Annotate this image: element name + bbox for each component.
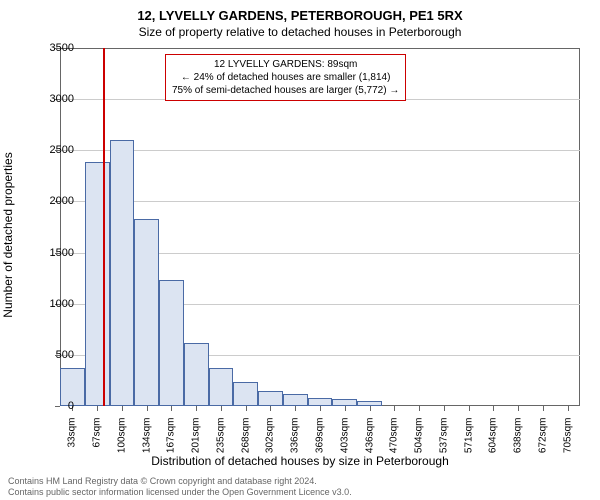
xtick-mark xyxy=(147,406,148,411)
xtick-label: 100sqm xyxy=(116,418,127,468)
info-box-line3: 75% of semi-detached houses are larger (… xyxy=(172,84,399,97)
footer-attribution: Contains HM Land Registry data © Crown c… xyxy=(8,476,352,498)
xtick-label: 672sqm xyxy=(537,418,548,468)
xtick-label: 403sqm xyxy=(339,418,350,468)
xtick-mark xyxy=(122,406,123,411)
xtick-mark xyxy=(493,406,494,411)
xtick-label: 33sqm xyxy=(67,418,78,468)
histogram-bar xyxy=(159,280,184,406)
histogram-bar xyxy=(134,219,159,406)
xtick-label: 67sqm xyxy=(92,418,103,468)
xtick-label: 167sqm xyxy=(166,418,177,468)
ytick-label: 3500 xyxy=(50,42,74,54)
xtick-label: 302sqm xyxy=(265,418,276,468)
histogram-bar xyxy=(283,394,308,406)
ytick-label: 2500 xyxy=(50,144,74,156)
xtick-mark xyxy=(295,406,296,411)
xtick-mark xyxy=(444,406,445,411)
xtick-label: 705sqm xyxy=(562,418,573,468)
xtick-mark xyxy=(419,406,420,411)
xtick-label: 604sqm xyxy=(488,418,499,468)
ytick-label: 3000 xyxy=(50,93,74,105)
info-box-line2: ← 24% of detached houses are smaller (1,… xyxy=(172,71,399,84)
ytick-label: 1000 xyxy=(50,298,74,310)
histogram-bar xyxy=(332,399,357,406)
xtick-label: 336sqm xyxy=(290,418,301,468)
xtick-label: 436sqm xyxy=(364,418,375,468)
xtick-mark xyxy=(370,406,371,411)
histogram-bar xyxy=(184,343,209,406)
footer-line1: Contains HM Land Registry data © Crown c… xyxy=(8,476,352,487)
xtick-mark xyxy=(345,406,346,411)
info-box-line1: 12 LYVELLY GARDENS: 89sqm xyxy=(172,58,399,71)
histogram-bar xyxy=(258,391,283,406)
xtick-mark xyxy=(394,406,395,411)
xtick-mark xyxy=(196,406,197,411)
xtick-mark xyxy=(97,406,98,411)
xtick-label: 201sqm xyxy=(191,418,202,468)
xtick-label: 638sqm xyxy=(513,418,524,468)
xtick-label: 504sqm xyxy=(414,418,425,468)
ytick-mark xyxy=(55,406,60,407)
y-axis-label: Number of detached properties xyxy=(1,152,15,317)
plot-area: 12 LYVELLY GARDENS: 89sqm ← 24% of detac… xyxy=(60,48,580,406)
chart-subtitle: Size of property relative to detached ho… xyxy=(0,23,600,39)
xtick-label: 369sqm xyxy=(315,418,326,468)
xtick-label: 537sqm xyxy=(438,418,449,468)
xtick-label: 134sqm xyxy=(141,418,152,468)
gridline xyxy=(60,150,580,151)
xtick-mark xyxy=(469,406,470,411)
footer-line2: Contains public sector information licen… xyxy=(8,487,352,498)
xtick-label: 235sqm xyxy=(215,418,226,468)
xtick-label: 571sqm xyxy=(463,418,474,468)
xtick-label: 268sqm xyxy=(240,418,251,468)
reference-line xyxy=(103,48,105,406)
xtick-mark xyxy=(171,406,172,411)
histogram-bar xyxy=(308,398,333,406)
xtick-mark xyxy=(320,406,321,411)
chart-container: 12, LYVELLY GARDENS, PETERBOROUGH, PE1 5… xyxy=(0,0,600,500)
ytick-label: 2000 xyxy=(50,195,74,207)
ytick-label: 1500 xyxy=(50,247,74,259)
info-box: 12 LYVELLY GARDENS: 89sqm ← 24% of detac… xyxy=(165,54,406,101)
xtick-mark xyxy=(221,406,222,411)
xtick-mark xyxy=(568,406,569,411)
gridline xyxy=(60,201,580,202)
histogram-bar xyxy=(233,382,258,406)
xtick-mark xyxy=(543,406,544,411)
xtick-mark xyxy=(270,406,271,411)
histogram-bar xyxy=(110,140,135,406)
xtick-mark xyxy=(518,406,519,411)
ytick-label: 0 xyxy=(68,400,74,412)
xtick-label: 470sqm xyxy=(389,418,400,468)
histogram-bar xyxy=(85,162,110,406)
histogram-bar xyxy=(209,368,234,406)
ytick-label: 500 xyxy=(56,349,74,361)
chart-title-address: 12, LYVELLY GARDENS, PETERBOROUGH, PE1 5… xyxy=(0,0,600,23)
xtick-mark xyxy=(246,406,247,411)
